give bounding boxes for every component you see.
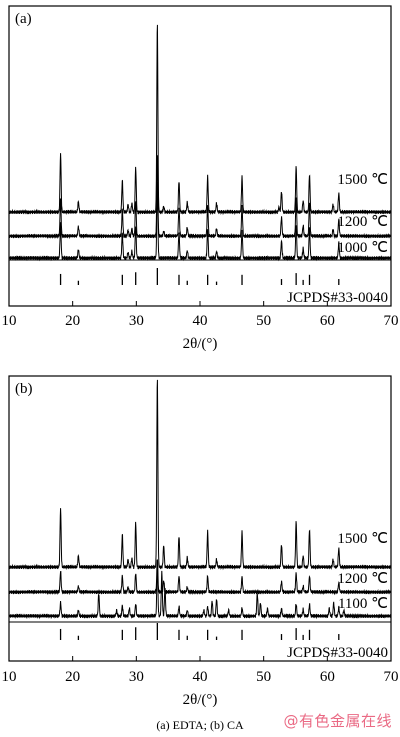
reference-label: JCPDS#33-0040 (287, 290, 388, 306)
figure-caption: (a) EDTA; (b) CA (156, 718, 244, 732)
x-tick-label: 50 (256, 313, 271, 329)
x-axis-label: 2θ/(°) (183, 692, 218, 708)
x-tick-label: 30 (129, 313, 144, 329)
x-tick-label: 50 (256, 669, 271, 685)
x-tick-label: 40 (193, 669, 208, 685)
x-tick-label: 60 (320, 313, 335, 329)
series-label: 1000 ℃ (337, 240, 388, 256)
xrd-pattern-1200 (8, 559, 392, 596)
xrd-panel-a: (a) 10 20 30 40 50 60 70 2θ/(°) 1500 ℃ 1200 ℃ 1000 … (2, 5, 399, 352)
xrd-pattern-1500 (8, 379, 392, 571)
series-label: 1200 ℃ (337, 571, 388, 587)
plot-frame (8, 375, 392, 662)
series-label: 1200 ℃ (337, 214, 388, 230)
xrd-panel-b: (b) 10 20 30 40 50 60 70 2θ/(°) 1500 ℃ 1200 ℃ 1100 … (2, 375, 399, 708)
panel-label: (b) (15, 381, 33, 397)
series-label: 1500 ℃ (337, 172, 388, 188)
x-tick-label: 20 (65, 669, 80, 685)
x-tick-label: 10 (2, 313, 17, 329)
x-tick-label: 60 (320, 669, 335, 685)
x-tick-label: 10 (2, 669, 17, 685)
series-label: 1100 ℃ (338, 596, 388, 612)
x-tick-label: 30 (129, 669, 144, 685)
xrd-pattern-1200 (8, 155, 392, 240)
x-tick-label: 70 (384, 313, 399, 329)
series-label: 1500 ℃ (337, 531, 388, 547)
watermark: @有色金属在线 (283, 712, 392, 730)
x-axis-label: 2θ/(°) (183, 336, 218, 352)
xrd-pattern-1500 (8, 24, 392, 216)
xrd-pattern-1100 (8, 563, 392, 620)
plot-frame (8, 5, 392, 307)
x-tick-label: 40 (193, 313, 208, 329)
x-tick-label: 70 (384, 669, 399, 685)
reference-label: JCPDS#33-0040 (287, 645, 388, 661)
x-tick-label: 20 (65, 313, 80, 329)
xrd-pattern-1000 (8, 182, 392, 262)
panel-label: (a) (15, 11, 32, 27)
